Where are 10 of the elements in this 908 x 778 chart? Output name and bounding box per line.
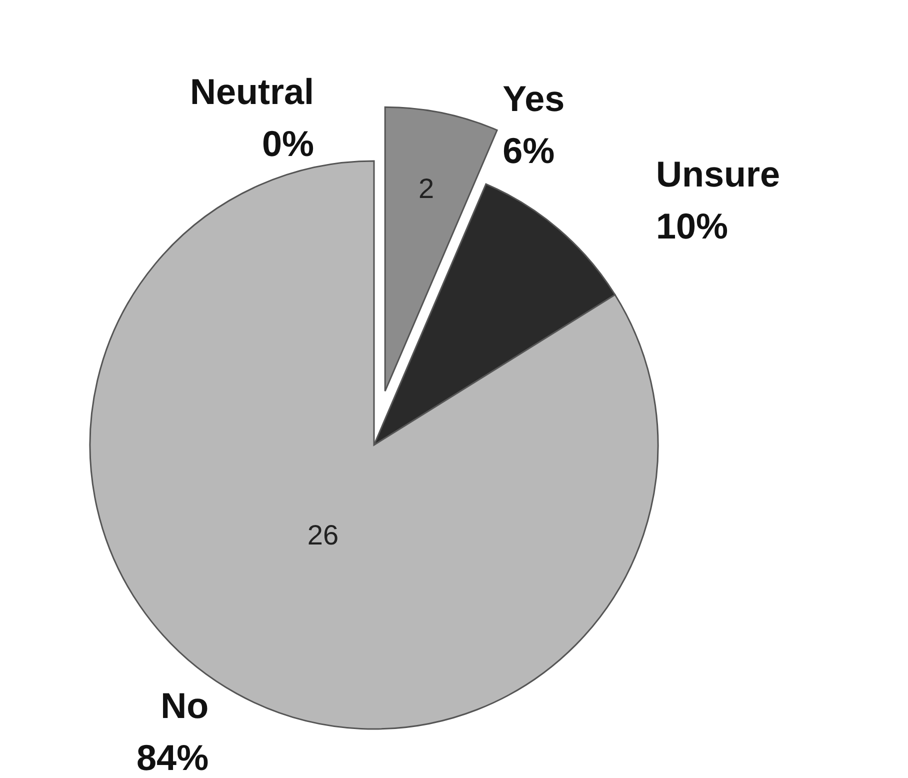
data-label: 2 bbox=[418, 173, 434, 204]
data-label: 26 bbox=[307, 519, 339, 550]
text: 6% bbox=[502, 130, 555, 172]
category-label: Neutral bbox=[190, 71, 314, 112]
text: 0% bbox=[262, 123, 314, 164]
slice-label: No bbox=[160, 685, 209, 726]
slice-label: Yes bbox=[502, 78, 565, 120]
slice-label: Unsure bbox=[656, 153, 780, 194]
text: 84% bbox=[136, 737, 209, 778]
text: 10% bbox=[656, 205, 728, 246]
